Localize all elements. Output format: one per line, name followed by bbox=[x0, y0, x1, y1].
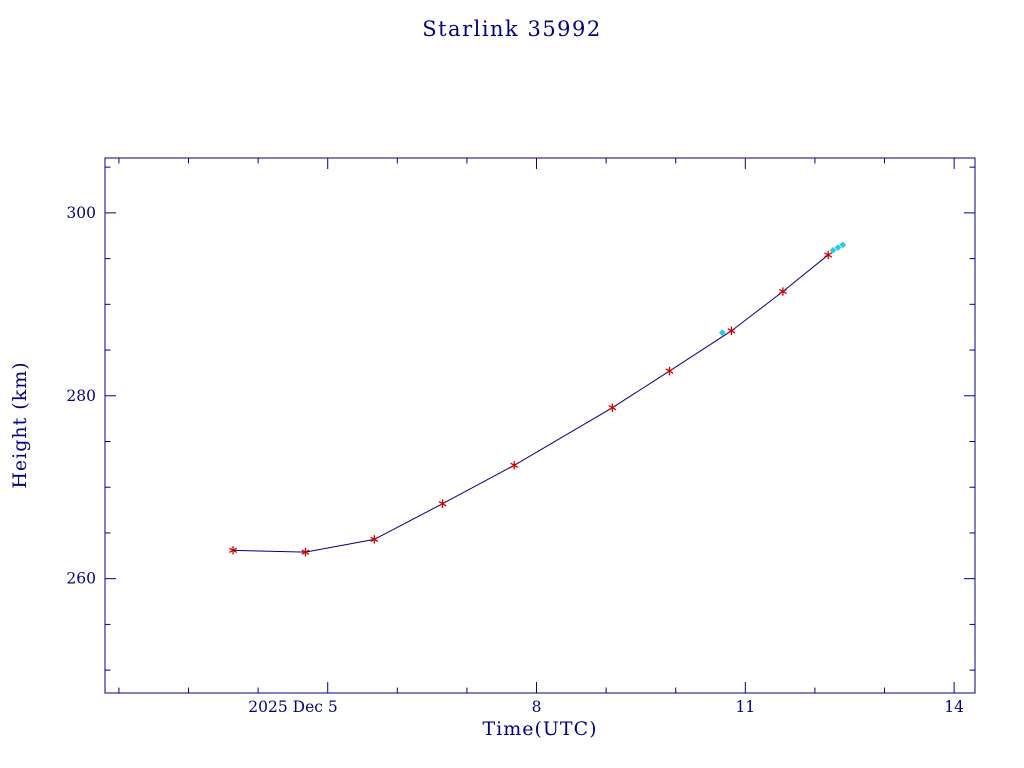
observed-point-marker bbox=[438, 499, 447, 508]
y-tick-label: 300 bbox=[66, 204, 96, 222]
predicted-point-marker bbox=[829, 246, 837, 254]
chart-title: Starlink 35992 bbox=[422, 17, 602, 41]
x-tick-label: 8 bbox=[532, 698, 542, 716]
x-tick-label: 14 bbox=[944, 698, 964, 716]
observed-point-marker bbox=[727, 326, 736, 336]
observed-point-marker bbox=[301, 547, 310, 557]
series-predicted-height bbox=[718, 241, 847, 337]
axis-ticks bbox=[105, 158, 975, 693]
y-tick-label: 280 bbox=[66, 387, 96, 405]
observed-point-marker bbox=[608, 403, 617, 412]
x-axis-label: Time(UTC) bbox=[482, 718, 598, 740]
x-tick-label: 2025 Dec 5 bbox=[248, 698, 337, 716]
height-trend-line bbox=[233, 254, 829, 553]
observed-point-marker bbox=[370, 535, 379, 544]
predicted-point-marker bbox=[834, 244, 842, 252]
observed-point-marker bbox=[229, 546, 238, 555]
x-tick-label: 11 bbox=[735, 698, 755, 716]
observed-point-marker bbox=[510, 461, 519, 470]
predicted-point-marker bbox=[718, 329, 726, 337]
observed-point-marker bbox=[665, 366, 674, 376]
tick-labels: 2025 Dec 5 8 11 14 260 280 300 bbox=[66, 204, 964, 716]
predicted-point-marker bbox=[839, 241, 847, 249]
plot-frame bbox=[104, 157, 976, 694]
observed-point-marker bbox=[824, 250, 833, 260]
series-observed-height bbox=[229, 250, 833, 557]
observed-point-marker bbox=[778, 287, 787, 296]
y-tick-label: 260 bbox=[66, 570, 96, 588]
